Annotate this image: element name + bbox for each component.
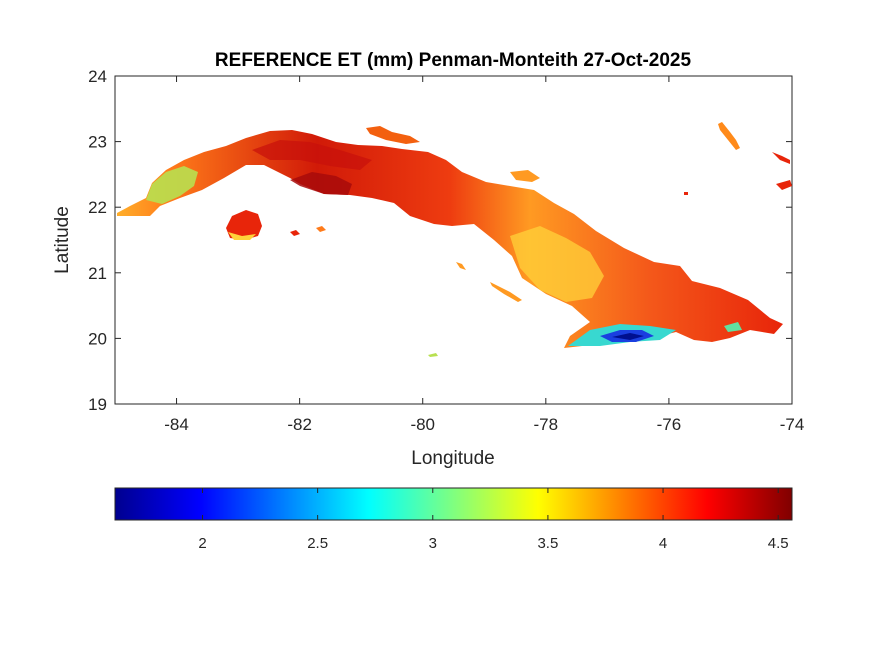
speck-ne	[684, 192, 688, 195]
colorbar-ticks: 2 2.5 3 3.5 4 4.5	[198, 488, 789, 552]
y-tick-label: 19	[88, 395, 107, 414]
isla-de-la-juventud	[226, 210, 262, 240]
high-et-zone-north	[252, 140, 372, 170]
x-tick-label: -76	[657, 415, 682, 434]
northern-cays-east	[510, 170, 540, 182]
map-layer	[117, 122, 792, 357]
y-tick-label: 23	[88, 133, 107, 152]
y-axis-label: Latitude	[52, 206, 73, 274]
x-tick-label: -84	[164, 415, 189, 434]
island-fragment-e1	[772, 152, 790, 164]
chart-title: REFERENCE ET (mm) Penman-Monteith 27-Oct…	[215, 50, 692, 71]
colorbar-tick-label: 4	[659, 535, 667, 552]
cuba-main-island	[117, 130, 783, 348]
x-axis: -84 -82 -80 -78 -76 -74	[164, 76, 804, 434]
speck-sw	[456, 262, 466, 270]
isla-de-la-juventud-south	[228, 232, 256, 240]
low-et-western-tip	[146, 166, 198, 204]
eastern-coastal-speck	[724, 322, 742, 332]
x-tick-label: -80	[410, 415, 435, 434]
y-tick-label: 22	[88, 198, 107, 217]
mid-et-central	[510, 226, 604, 302]
lowest-et-core	[612, 333, 644, 340]
colorbar-tick-label: 2.5	[307, 535, 328, 552]
x-tick-label: -74	[780, 415, 805, 434]
colorbar-tick-label: 2	[198, 535, 206, 552]
y-tick-label: 20	[88, 329, 107, 348]
island-fragment-e2	[776, 180, 792, 190]
island-fragment-ne	[718, 122, 740, 150]
plot-area	[114, 75, 793, 405]
y-tick-label: 21	[88, 264, 107, 283]
colorbar-tick-label: 4.5	[768, 535, 789, 552]
colorbar	[114, 487, 793, 521]
x-tick-label: -78	[534, 415, 559, 434]
y-axis: 19 20 21 22 23 24	[88, 67, 792, 414]
northern-cays	[366, 126, 420, 144]
y-tick-label: 24	[88, 67, 107, 86]
x-tick-label: -82	[287, 415, 312, 434]
speck-west-cays-2	[316, 226, 326, 232]
x-axis-label: Longitude	[411, 448, 494, 469]
colorbar-tick-label: 3.5	[537, 535, 558, 552]
speck-west-cays	[290, 230, 300, 236]
high-et-zone	[290, 172, 352, 195]
speck-keys	[490, 282, 522, 302]
speck-south	[428, 353, 438, 357]
colorbar-tick-label: 3	[429, 535, 437, 552]
